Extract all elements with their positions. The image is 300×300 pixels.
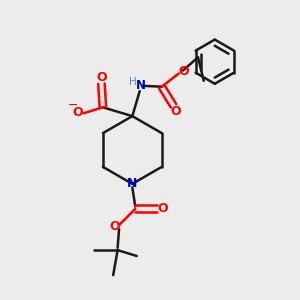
Text: O: O <box>171 105 181 118</box>
Text: O: O <box>109 220 120 233</box>
Text: O: O <box>72 106 83 119</box>
Text: N: N <box>136 79 146 92</box>
Text: O: O <box>179 64 190 78</box>
Text: O: O <box>157 202 168 215</box>
Text: O: O <box>96 71 107 84</box>
Text: −: − <box>67 98 78 111</box>
Text: N: N <box>127 177 137 190</box>
Text: H: H <box>129 77 137 87</box>
